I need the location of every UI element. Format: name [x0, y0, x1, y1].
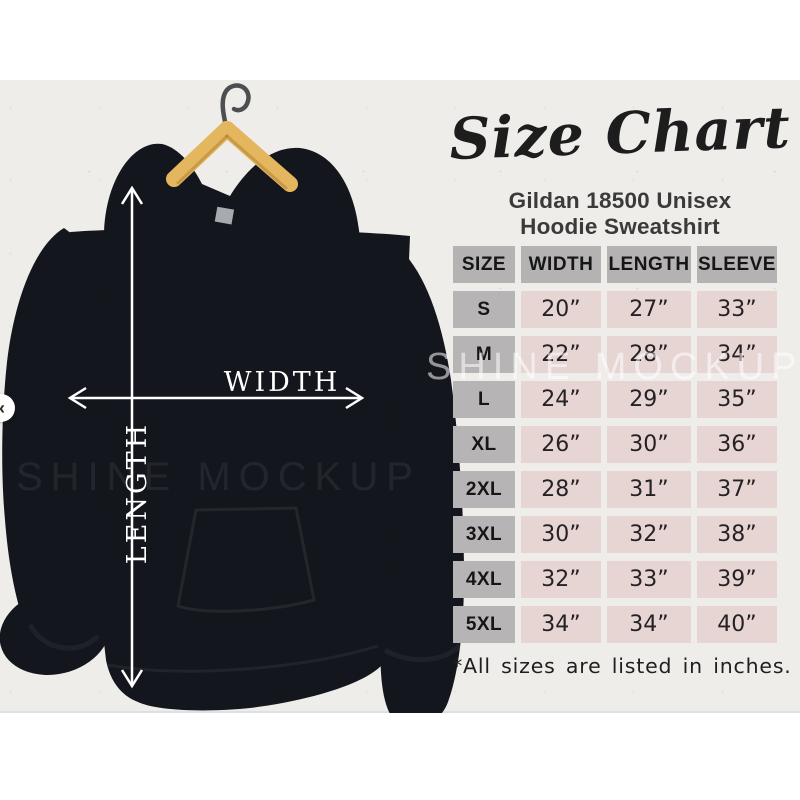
table-cell: 20” — [521, 291, 601, 328]
size-label: 3XL — [453, 516, 515, 553]
size-chart-panel: Size Chart Gildan 18500 Unisex Hoodie Sw… — [426, 80, 800, 713]
table-cell: 34” — [607, 606, 691, 643]
carousel-prev-button[interactable]: ‹ — [0, 394, 15, 422]
size-label: 5XL — [453, 606, 515, 643]
table-cell: 34” — [521, 606, 601, 643]
table-cell: 30” — [521, 516, 601, 553]
table-cell: 33” — [607, 561, 691, 598]
top-white-band — [0, 0, 800, 80]
table-cell: 28” — [607, 336, 691, 373]
bottom-white-band — [0, 713, 800, 800]
table-cell: 37” — [697, 471, 777, 508]
size-table: SIZE WIDTH LENGTH SLEEVE S 20” 27” 33” M… — [453, 246, 777, 643]
table-cell: 29” — [607, 381, 691, 418]
table-cell: 33” — [697, 291, 777, 328]
table-cell: 34” — [697, 336, 777, 373]
table-cell: 40” — [697, 606, 777, 643]
table-cell: 39” — [697, 561, 777, 598]
size-label: XL — [453, 426, 515, 463]
table-cell: 30” — [607, 426, 691, 463]
column-header-size: SIZE — [453, 246, 515, 283]
page-title: Size Chart — [448, 94, 792, 173]
table-cell: 31” — [607, 471, 691, 508]
table-cell: 28” — [521, 471, 601, 508]
column-header-length: LENGTH — [607, 246, 691, 283]
table-cell: 32” — [607, 516, 691, 553]
product-subtitle-line2: Hoodie Sweatshirt — [520, 214, 720, 239]
sizes-footnote: *All sizes are listed in inches. — [452, 654, 792, 678]
product-subtitle-line1: Gildan 18500 Unisex — [508, 188, 732, 213]
table-cell: 27” — [607, 291, 691, 328]
size-label: S — [453, 291, 515, 328]
size-label: 2XL — [453, 471, 515, 508]
column-header-width: WIDTH — [521, 246, 601, 283]
table-cell: 35” — [697, 381, 777, 418]
table-cell: 32” — [521, 561, 601, 598]
table-cell: 38” — [697, 516, 777, 553]
table-cell: 36” — [697, 426, 777, 463]
column-header-sleeve: SLEEVE — [697, 246, 777, 283]
size-label: 4XL — [453, 561, 515, 598]
size-label: M — [453, 336, 515, 373]
table-cell: 22” — [521, 336, 601, 373]
chevron-left-icon: ‹ — [0, 399, 5, 417]
table-cell: 24” — [521, 381, 601, 418]
table-cell: 26” — [521, 426, 601, 463]
size-label: L — [453, 381, 515, 418]
